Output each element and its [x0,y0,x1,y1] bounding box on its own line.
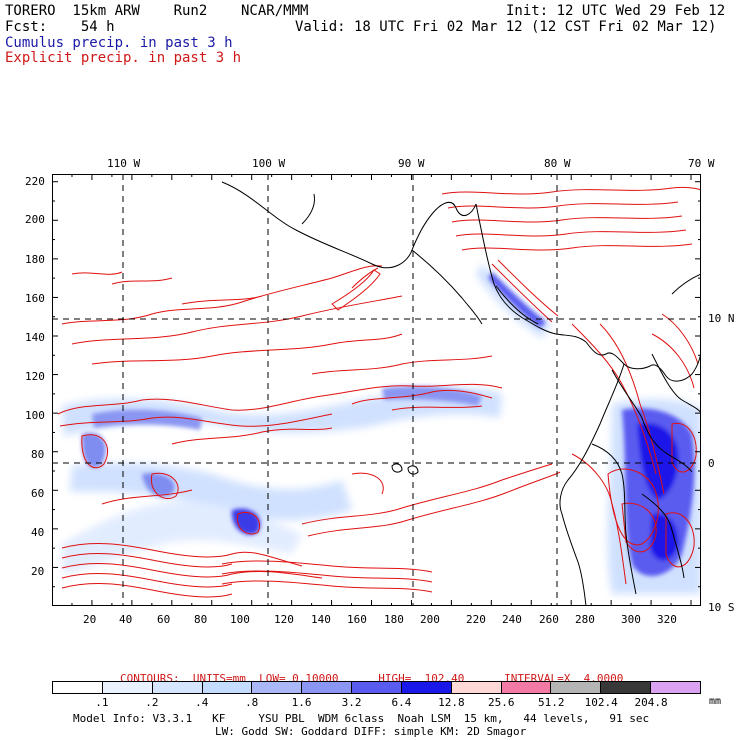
legend-swatch [202,682,253,693]
y-tick: 180 [25,253,45,266]
map-frame-ticks [52,174,701,606]
y-tick: 20 [31,565,45,578]
precip-color-scale [52,681,701,694]
legend-label: 204.8 [634,696,668,709]
legend-swatch [152,682,203,693]
legend-units: mm [709,696,722,707]
lat-label-10s: 10 S [708,601,735,614]
legend-swatch [53,682,103,693]
x-tick: 160 [347,613,367,626]
header-init-time: Init: 12 UTC Wed 29 Feb 12 [506,3,726,19]
legend-label: .8 [245,696,259,709]
lon-label-100w: 100 W [252,157,286,170]
x-tick: 120 [274,613,294,626]
y-tick: 60 [31,487,45,500]
legend-swatch [651,682,700,693]
x-tick: 100 [230,613,250,626]
lon-label-110w: 110 W [107,157,141,170]
x-tick: 180 [384,613,404,626]
x-tick: 300 [621,613,641,626]
x-tick: 40 [119,613,133,626]
lat-label-0: 0 [708,457,715,470]
legend-swatch [401,682,452,693]
x-tick: 140 [311,613,331,626]
y-tick: 100 [25,409,45,422]
y-tick: 120 [25,370,45,383]
legend-label: 1.6 [291,696,312,709]
explicit-precip-title: Explicit precip. in past 3 h [5,50,242,66]
legend-swatch [302,682,353,693]
legend-label: 25.6 [488,696,515,709]
explicit-precip-contours [57,186,701,598]
legend-label: 6.4 [391,696,412,709]
legend-label: 3.2 [341,696,362,709]
lon-label-90w: 90 W [398,157,425,170]
legend-swatch [451,682,502,693]
x-tick: 280 [575,613,595,626]
legend-label: 12.8 [438,696,465,709]
coastlines [221,181,701,606]
x-tick: 320 [657,613,677,626]
legend-swatch [102,682,153,693]
legend-label: .1 [95,696,109,709]
y-tick: 140 [25,331,45,344]
x-tick: 200 [420,613,440,626]
latlon-gridlines [52,174,701,606]
legend-label: 51.2 [537,696,565,709]
legend-label: .4 [195,696,209,709]
header-forecast-hour: Fcst: 54 h [5,19,115,35]
y-tick: 40 [31,526,45,539]
header-valid-time: Valid: 18 UTC Fri 02 Mar 12 (12 CST Fri … [295,19,717,35]
x-tick: 80 [194,613,208,626]
legend-swatch [252,682,303,693]
y-tick: 200 [25,213,45,226]
legend-swatch [601,682,652,693]
lon-label-70w: 70 W [688,157,715,170]
map-frame [52,174,701,606]
precip-map [52,174,701,606]
x-tick: 60 [157,613,171,626]
legend-label: .2 [145,696,159,709]
physics-info: LW: Godd SW: Goddard DIFF: simple KM: 2D… [215,725,527,738]
cumulus-precip-core [81,272,695,577]
header-model-run: TORERO 15km ARW Run2 NCAR/MMM [5,3,309,19]
legend-swatch [352,682,402,693]
cumulus-precip-title: Cumulus precip. in past 3 h [5,35,233,51]
x-tick: 220 [466,613,486,626]
legend-label: 102.4 [584,696,618,709]
x-tick: 260 [539,613,559,626]
legend-swatch [501,682,552,693]
legend-swatch [551,682,602,693]
y-tick: 160 [25,292,45,305]
y-tick: 80 [31,448,45,461]
model-info: Model Info: V3.3.1 KF YSU PBL WDM 6class… [73,712,650,725]
y-tick: 220 [25,175,45,188]
lon-label-80w: 80 W [544,157,571,170]
x-tick: 240 [502,613,522,626]
x-tick: 20 [83,613,97,626]
lat-label-10n: 10 N [708,312,735,325]
